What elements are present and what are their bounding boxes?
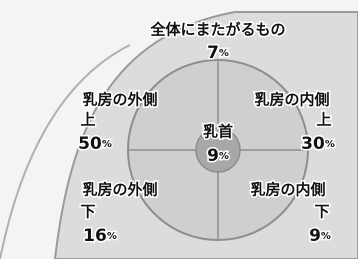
value-number: 16: [83, 226, 107, 246]
region-label: 乳房の内側: [250, 181, 325, 199]
region-label: 乳房の内側: [254, 91, 329, 109]
value-unit: %: [107, 231, 117, 242]
value-number: 7: [207, 43, 219, 63]
value-unit: %: [219, 48, 229, 59]
region-label: 全体にまたがるもの: [149, 21, 285, 39]
region-label: 下: [314, 203, 329, 221]
diagram: 全体にまたがるもの7%乳房の外側上50%乳房の内側上30%乳首9%乳房の外側下1…: [0, 0, 358, 259]
region-label: 下: [80, 203, 95, 221]
value-number: 9: [309, 226, 321, 246]
value-unit: %: [102, 139, 112, 150]
region-label: 上: [80, 111, 95, 129]
region-label: 乳房の外側: [82, 181, 157, 199]
value-unit: %: [219, 151, 229, 162]
region-label: 上: [316, 111, 331, 129]
value-number: 50: [78, 134, 102, 154]
region-label: 乳首: [203, 123, 233, 141]
value-unit: %: [321, 231, 331, 242]
region-label: 乳房の外側: [82, 91, 157, 109]
value-unit: %: [325, 139, 335, 150]
value-number: 9: [207, 146, 219, 166]
value-number: 30: [301, 134, 325, 154]
